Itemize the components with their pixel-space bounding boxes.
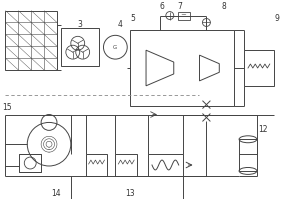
Bar (148, 154, 183, 176)
Text: 7: 7 (177, 2, 182, 11)
Bar (239, 139, 257, 171)
Bar (178, 12, 190, 20)
Bar (61, 28, 98, 66)
Text: 9: 9 (274, 14, 279, 23)
Text: 12: 12 (258, 125, 268, 134)
Text: 4: 4 (118, 20, 123, 29)
Text: 6: 6 (159, 2, 164, 11)
Text: 5: 5 (131, 14, 136, 23)
Bar (5, 11, 57, 70)
Text: G: G (113, 45, 118, 50)
Bar (116, 154, 137, 176)
Text: 15: 15 (3, 103, 12, 112)
Text: 8: 8 (222, 2, 226, 11)
Text: 3: 3 (77, 20, 82, 29)
Text: 14: 14 (51, 189, 61, 198)
Text: 13: 13 (125, 189, 135, 198)
Bar (244, 50, 274, 86)
Bar (130, 30, 234, 106)
Text: ~: ~ (181, 13, 187, 19)
Bar (19, 154, 41, 172)
Bar (86, 154, 107, 176)
